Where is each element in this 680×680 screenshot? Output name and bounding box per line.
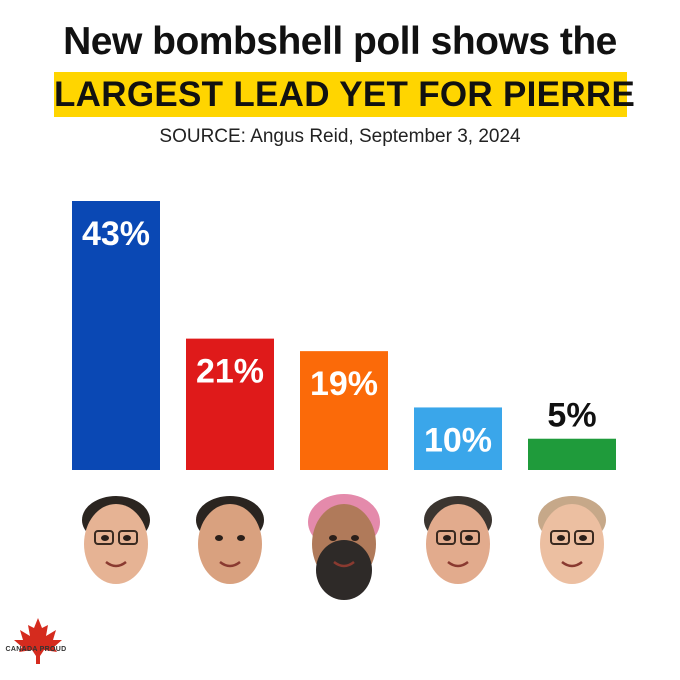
maple-leaf-icon <box>14 618 62 664</box>
bar-2 <box>186 338 274 470</box>
bar-3 <box>300 351 388 470</box>
bar-value-label-1: 43% <box>82 215 150 253</box>
chart-title-line2: LARGEST LEAD YET FOR PIERRE <box>54 75 636 114</box>
bar-value-label-2: 21% <box>196 353 264 391</box>
chart-source: SOURCE: Angus Reid, September 3, 2024 <box>159 126 521 147</box>
chart-title-line1: New bombshell poll shows the <box>63 20 617 63</box>
portrait-3-icon <box>308 494 380 600</box>
poll-bar-chart: 43% 21% 19% 10% 5% <box>72 201 616 600</box>
chart-title-highlight: LARGEST LEAD YET FOR PIERRE <box>54 72 635 117</box>
bar-value-label-3: 19% <box>310 365 378 403</box>
portrait-4-icon <box>424 496 492 584</box>
bar-value-label-4: 10% <box>424 421 492 459</box>
bar-4 <box>414 407 502 470</box>
bar-5 <box>528 438 616 470</box>
portrait-1-icon <box>82 496 150 584</box>
portrait-5-icon <box>538 496 606 584</box>
portrait-2-icon <box>196 496 264 584</box>
bar-1 <box>72 201 160 470</box>
brand-logo-text: CANADA PROUD <box>5 646 67 653</box>
bar-value-label-5: 5% <box>547 397 596 435</box>
